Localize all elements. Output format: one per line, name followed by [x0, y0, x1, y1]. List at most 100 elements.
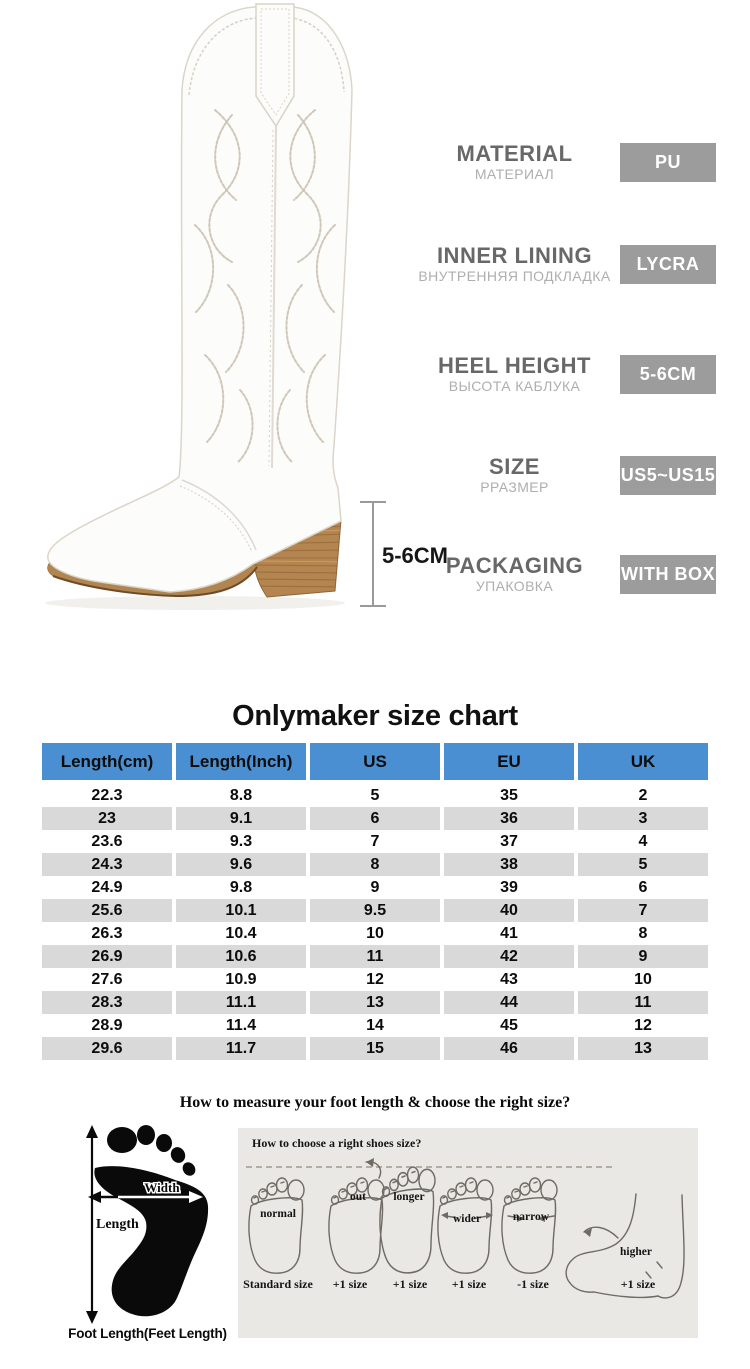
length-arrow — [86, 1125, 98, 1324]
size-chart-row: 24.9 9.8 9 39 6 — [42, 876, 708, 899]
size-chart-cell: 9.3 — [229, 832, 253, 850]
size-chart-row: 26.9 10.6 11 42 9 — [42, 945, 708, 968]
spec-label-ru: МАТЕРИАЛ — [474, 166, 555, 183]
boot-shadow — [45, 596, 345, 610]
foot-type-label: wider — [452, 1213, 482, 1225]
size-chart-cell: 28.3 — [42, 991, 172, 1014]
size-chart-row: 28.9 11.4 14 45 12 — [42, 1014, 708, 1037]
spec-value-badge: 5-6CM — [620, 354, 716, 394]
size-chart-cell: 11 — [310, 945, 440, 968]
size-chart-cell: 42 — [444, 945, 574, 968]
size-chart-cell: 25.6 — [42, 899, 172, 922]
size-chart-cell: 43 — [500, 970, 518, 988]
size-chart-header-cell: UK — [578, 743, 708, 784]
foot-size-label: -1 size — [517, 1277, 549, 1291]
spec-row-heel-height: HEEL HEIGHT ВЫСОТА КАБЛУКА 5-6CM — [412, 352, 716, 396]
size-chart-cell: 3 — [578, 807, 708, 830]
size-chart-row: 24.3 9.6 8 38 5 — [42, 853, 708, 876]
heel-measure-indicator — [360, 501, 386, 607]
size-chart-cell: 15 — [310, 1037, 440, 1060]
size-chart-title: Onlymaker size chart — [232, 700, 518, 732]
embroidery-pattern — [194, 109, 336, 463]
size-chart-cell: 38 — [444, 853, 574, 876]
size-chart-cell: 26.9 — [42, 945, 172, 968]
foot-size-label: +1 size — [620, 1277, 656, 1291]
boot-pull-tab — [255, 3, 295, 128]
product-boot-image: 5-6CM — [45, 3, 448, 610]
foot-type-label: out — [350, 1191, 366, 1203]
size-chart-cell: 45 — [500, 1016, 518, 1034]
size-chart-cell: 12 — [366, 970, 384, 988]
size-chart-row: 22.3 8.8 5 35 2 — [42, 784, 708, 807]
spec-label-ru: ВЫСОТА КАБЛУКА — [448, 378, 581, 395]
size-chart-cell: 29.6 — [42, 1037, 172, 1060]
size-chart-row: 25.6 10.1 9.5 40 7 — [42, 899, 708, 922]
spec-value-badge: PU — [620, 142, 716, 182]
size-chart-cell: 39 — [500, 878, 518, 896]
size-chart-cell: 9.5 — [310, 899, 440, 922]
size-chart-cell: 7 — [370, 832, 380, 850]
size-chart-cell: 9 — [370, 878, 380, 896]
spec-row-size: SIZE РРАЗМЕР US5~US15 — [412, 453, 716, 497]
spec-label: SIZE — [489, 454, 540, 480]
size-chart-cell: 9.6 — [176, 853, 306, 876]
spec-label-ru: ВНУТРЕННЯЯ ПОДКЛАДКА — [418, 268, 611, 285]
size-chart-cell: 10 — [366, 924, 384, 942]
foot-outline-out-icon — [328, 1158, 385, 1274]
size-chart-cell: 41 — [500, 924, 518, 942]
size-chart-cell: 5 — [578, 853, 708, 876]
size-chart-cell: 8.8 — [229, 786, 253, 804]
foot-type-label: higher — [620, 1246, 652, 1258]
size-chart-cell: 12 — [634, 1016, 652, 1034]
size-chart-cell: 23 — [42, 807, 172, 830]
size-chart-cell: 8 — [310, 853, 440, 876]
size-chart-row: 26.3 10.4 10 41 8 — [42, 922, 708, 945]
size-chart-table: Length(cm) Length(Inch) US EU UK 22.3 8.8 5 35 2… — [38, 743, 712, 1060]
size-chart-cell: 40 — [444, 899, 574, 922]
foot-size-label: +1 size — [392, 1277, 428, 1291]
size-chart-cell: 35 — [500, 786, 518, 804]
foot-size-label: +1 size — [332, 1277, 368, 1291]
size-chart-header-cell: Length(Inch) — [176, 743, 306, 784]
size-chart-cell: 10.4 — [225, 924, 257, 942]
size-chart-row: 28.3 11.1 13 44 11 — [42, 991, 708, 1014]
size-chart-header-row: Length(cm) Length(Inch) US EU UK — [42, 743, 708, 784]
size-chart-cell: 11.1 — [176, 991, 306, 1014]
size-chart-header-cell: EU — [444, 743, 574, 784]
size-chart-cell: 24.9 — [91, 878, 123, 896]
size-chart-cell: 11.7 — [176, 1037, 306, 1060]
size-chart-cell: 46 — [444, 1037, 574, 1060]
foot-size-label: Standard size — [243, 1277, 313, 1291]
boot-upper — [47, 6, 353, 593]
spec-row-packaging: PACKAGING УПАКОВКА WITH BOX — [412, 552, 716, 596]
measure-heading: How to measure your foot length & choose… — [179, 1094, 571, 1111]
size-chart-cell: 10.6 — [176, 945, 306, 968]
size-chart-cell: 10.9 — [225, 970, 257, 988]
size-chart-cell: 7 — [578, 899, 708, 922]
size-chart-cell: 6 — [310, 807, 440, 830]
width-label: Width — [144, 1180, 180, 1195]
size-chart-cell: 22.3 — [91, 786, 123, 804]
spec-label-group: PACKAGING УПАКОВКА — [412, 554, 617, 594]
spec-label-ru: РРАЗМЕР — [480, 479, 549, 496]
width-arrow — [88, 1191, 203, 1203]
size-chart-row: 23.6 9.3 7 37 4 — [42, 830, 708, 853]
size-chart-header-cell: Length(cm) — [42, 743, 172, 784]
size-chart-cell: 36 — [444, 807, 574, 830]
foot-size-label: +1 size — [451, 1277, 487, 1291]
size-chart-row: 27.6 10.9 12 43 10 — [42, 968, 708, 991]
footprint-silhouette — [94, 1125, 209, 1317]
size-chart-cell: 8 — [638, 924, 648, 942]
size-chart-cell: 37 — [500, 832, 518, 850]
size-chart-cell: 9.8 — [229, 878, 253, 896]
size-chart-cell: 44 — [444, 991, 574, 1014]
spec-label: HEEL HEIGHT — [437, 353, 591, 379]
size-chart-cell: 23.6 — [91, 832, 123, 850]
footprint-caption: Foot Length(Feet Length) — [68, 1326, 227, 1341]
size-chart-cell: 10.1 — [176, 899, 306, 922]
size-chart-cell: 2 — [638, 786, 648, 804]
foot-outline-narrow-icon — [501, 1177, 558, 1274]
spec-label-group: HEEL HEIGHT ВЫСОТА КАБЛУКА — [412, 354, 617, 394]
spec-value-badge: US5~US15 — [620, 455, 716, 495]
